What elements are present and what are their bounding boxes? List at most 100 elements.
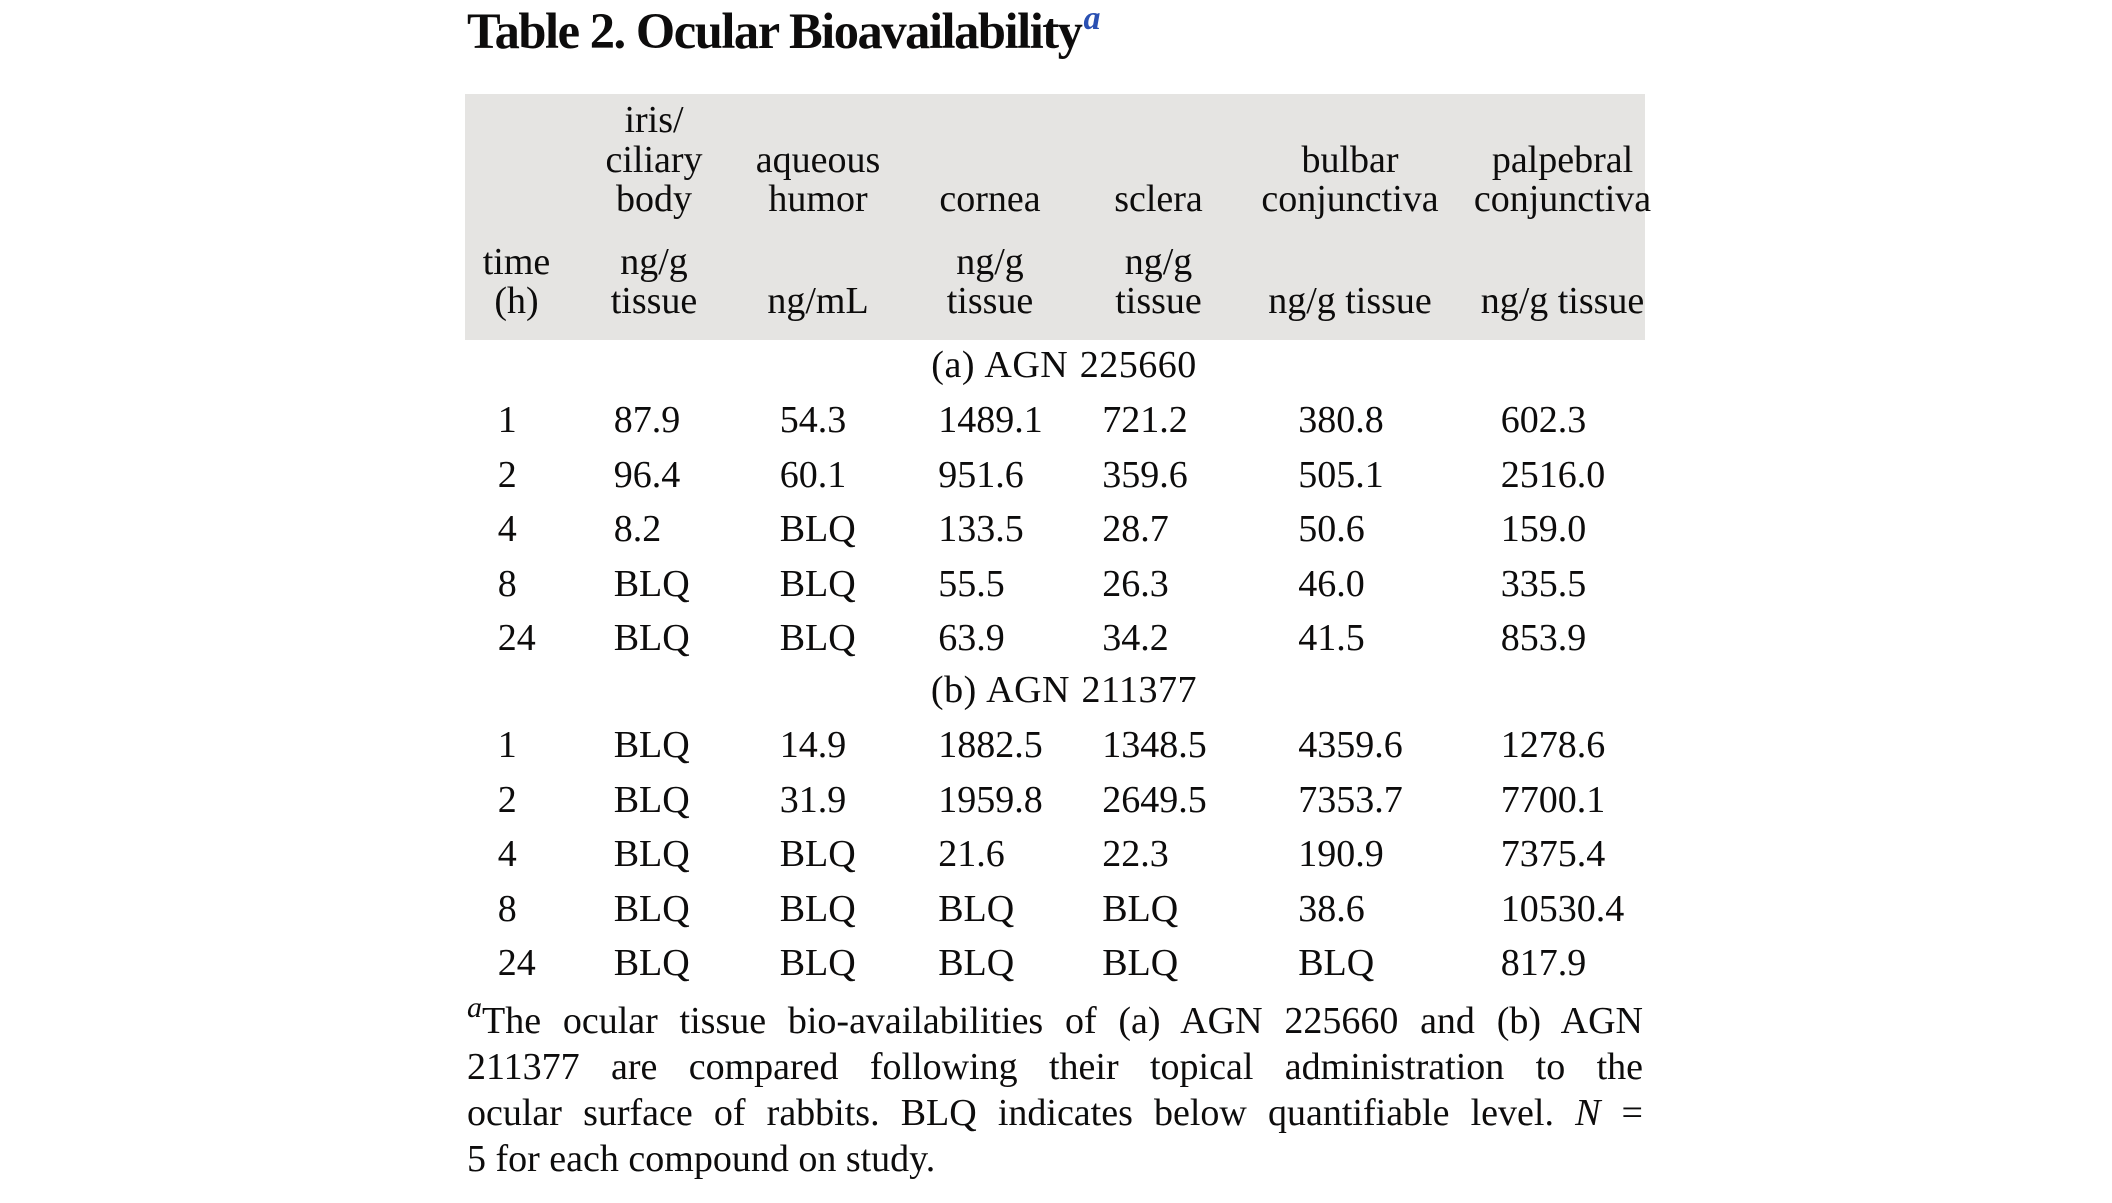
table-title-footnote-marker: a: [1083, 0, 1100, 37]
footnote-line-2: 211377 are compared following their topi…: [467, 1045, 1643, 1088]
table-cell: 817.9: [1500, 942, 1587, 985]
column-header-cornea-line3: tissue: [946, 280, 1034, 323]
table-title-label: Table 2.: [467, 2, 626, 59]
table-cell: 380.8: [1298, 398, 1384, 441]
column-header-sclera-line2: ng/g: [1124, 241, 1193, 284]
column-header-aqueous-humor-line1: aqueous: [755, 138, 881, 181]
table-cell: 38.6: [1298, 887, 1365, 930]
footnote-line-4: 5 for each compound on study.: [467, 1138, 936, 1181]
table-cell: 24: [497, 942, 536, 985]
table-cell: 721.2: [1102, 398, 1188, 441]
table-cell: 1959.8: [938, 778, 1043, 821]
table-cell: 1882.5: [938, 723, 1043, 766]
footnote-line-3: ocular surface of rabbits. BLQ indicates…: [467, 1094, 1643, 1132]
column-header-sclera-line1: sclera: [1114, 178, 1203, 221]
column-header-iris-ciliary-body-line1: iris/: [624, 99, 684, 142]
column-header-cornea-line1: cornea: [939, 178, 1041, 221]
table-cell: 505.1: [1298, 453, 1384, 496]
table-cell: 2: [497, 453, 517, 496]
table-cell: 2: [497, 778, 517, 821]
table-cell: 7375.4: [1500, 833, 1606, 876]
column-header-time-line2: (h): [494, 280, 539, 323]
table-cell: BLQ: [938, 942, 1015, 985]
table-cell: 8: [497, 562, 517, 605]
column-header-palpebral-conjunctiva-line1: palpebral: [1491, 138, 1634, 181]
table-cell: 55.5: [938, 562, 1005, 605]
table-cell: 2649.5: [1102, 778, 1207, 821]
column-header-iris-ciliary-body-line3: body: [616, 178, 692, 221]
table-cell: 7353.7: [1298, 778, 1403, 821]
column-header-palpebral-conjunctiva-line2: conjunctiva: [1473, 178, 1652, 221]
column-header-bulbar-conjunctiva-line1: bulbar: [1301, 138, 1399, 181]
table-title: Table 2. Ocular Bioavailabilitya: [467, 1, 1100, 59]
table-cell: BLQ: [613, 778, 690, 821]
table-cell: 26.3: [1102, 562, 1169, 605]
table-cell: BLQ: [1102, 942, 1179, 985]
table-cell: BLQ: [779, 617, 856, 660]
table-cell: 28.7: [1102, 508, 1169, 551]
column-header-time-line1: time: [482, 241, 551, 284]
column-header-palpebral-conjunctiva-line3: ng/g tissue: [1480, 280, 1645, 323]
table-cell: 1348.5: [1102, 723, 1207, 766]
table-cell: 96.4: [613, 453, 681, 496]
table-cell: 60.1: [779, 453, 847, 496]
table-cell: 8.2: [613, 508, 662, 551]
table-cell: 21.6: [938, 833, 1005, 876]
table-cell: 359.6: [1102, 453, 1188, 496]
table-cell: 63.9: [938, 617, 1005, 660]
column-header-iris-ciliary-body-line4: ng/g: [620, 241, 688, 284]
table-cell: 34.2: [1102, 617, 1169, 660]
table-cell: 87.9: [613, 398, 681, 441]
table-cell: 41.5: [1298, 617, 1365, 660]
table-cell: 2516.0: [1500, 453, 1606, 496]
table-cell: BLQ: [613, 887, 690, 930]
table-cell: BLQ: [613, 833, 690, 876]
table-cell: BLQ: [1102, 887, 1179, 930]
table-cell: 1: [497, 398, 517, 441]
table-cell: BLQ: [779, 942, 856, 985]
table-cell: 602.3: [1500, 398, 1587, 441]
table-cell: BLQ: [779, 562, 856, 605]
table-cell: 31.9: [779, 778, 847, 821]
table-cell: 853.9: [1500, 617, 1587, 660]
table-cell: 133.5: [938, 508, 1024, 551]
table-cell: 4359.6: [1298, 723, 1403, 766]
table-cell: 54.3: [779, 398, 847, 441]
table-cell: 24: [497, 617, 536, 660]
column-header-bulbar-conjunctiva-line2: conjunctiva: [1261, 178, 1439, 221]
column-header-bulbar-conjunctiva-line3: ng/g tissue: [1268, 280, 1432, 323]
table-cell: BLQ: [613, 723, 690, 766]
table-cell: 14.9: [779, 723, 847, 766]
table-cell: 46.0: [1298, 562, 1365, 605]
footnote-line-1-text: The ocular tissue bio-availabilities of …: [482, 999, 1643, 1042]
footnote-line-3-post: =: [1600, 1092, 1643, 1134]
footnote-line-3-variable-n: N: [1575, 1092, 1601, 1134]
footnote-marker: a: [467, 990, 482, 1024]
table-cell: 4: [497, 508, 517, 551]
column-header-iris-ciliary-body-line2: ciliary: [605, 138, 703, 181]
column-header-iris-ciliary-body-line5: tissue: [610, 280, 698, 323]
table-cell: 1489.1: [938, 398, 1043, 441]
table-cell: 8: [497, 887, 517, 930]
column-header-aqueous-humor-line3: ng/mL: [767, 280, 869, 323]
table-cell: 159.0: [1500, 508, 1587, 551]
table-cell: BLQ: [613, 942, 690, 985]
table-cell: BLQ: [779, 833, 856, 876]
table-cell: BLQ: [613, 562, 690, 605]
footnote-line-1: aThe ocular tissue bio-availabilities of…: [467, 992, 1643, 1042]
table-cell: 951.6: [938, 453, 1024, 496]
table-title-text: Ocular Bioavailability: [624, 2, 1083, 59]
table-cell: 1278.6: [1500, 723, 1606, 766]
table-cell: BLQ: [613, 617, 690, 660]
section-label: (a) AGN 225660: [931, 344, 1197, 387]
footnote-line-3-pre: ocular surface of rabbits. BLQ indicates…: [467, 1092, 1576, 1134]
table-cell: BLQ: [779, 887, 856, 930]
table-cell: 50.6: [1298, 508, 1365, 551]
table-cell: 335.5: [1500, 562, 1587, 605]
table-cell: 1: [497, 723, 517, 766]
column-header-aqueous-humor-line2: humor: [768, 178, 868, 221]
table-cell: BLQ: [779, 508, 856, 551]
table-cell: 4: [497, 833, 517, 876]
table-cell: 10530.4: [1500, 887, 1625, 930]
